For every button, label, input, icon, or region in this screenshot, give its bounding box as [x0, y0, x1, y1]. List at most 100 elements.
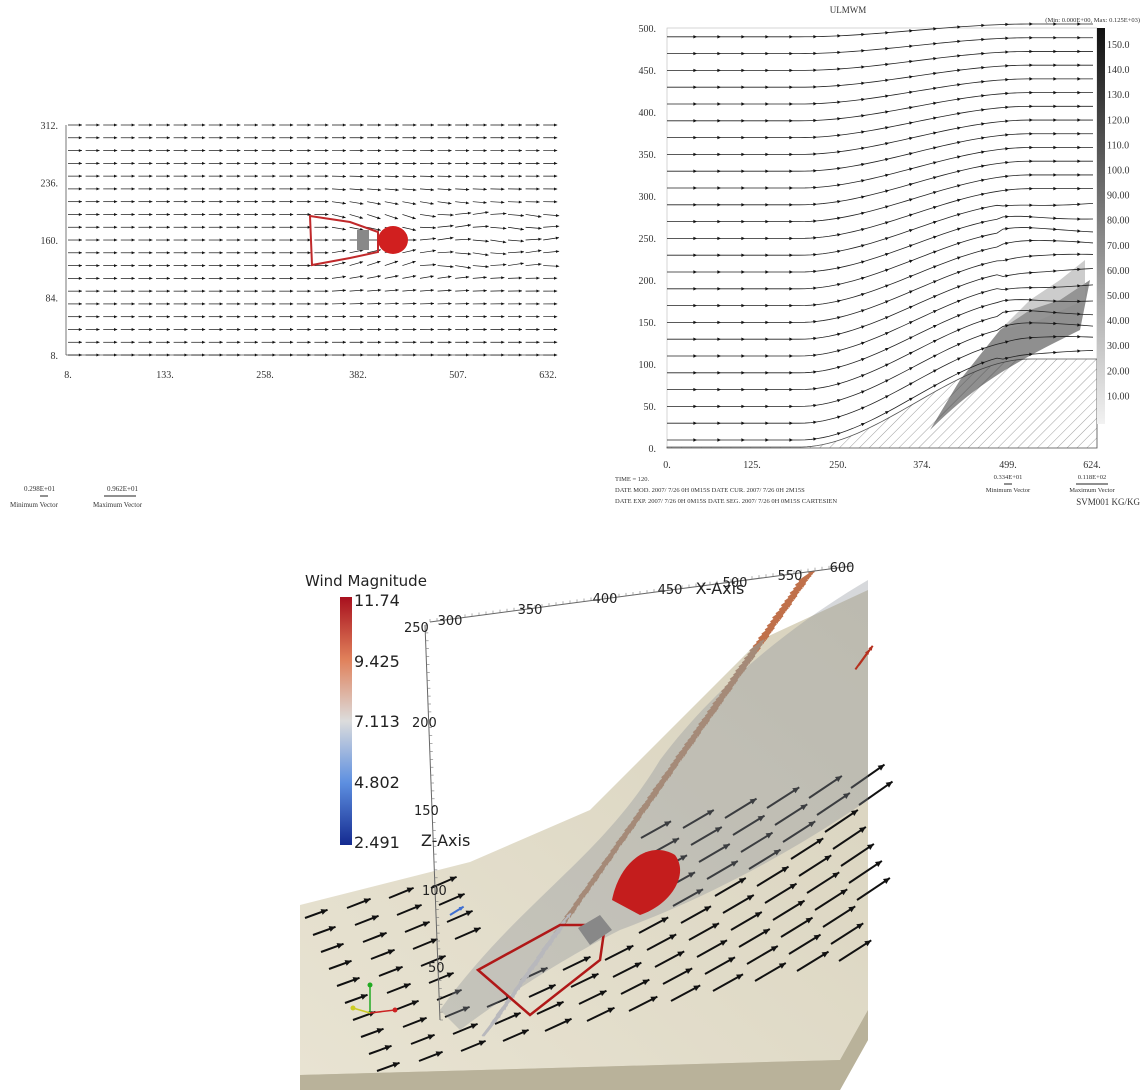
arrow-head — [272, 353, 276, 357]
arrow-head — [885, 781, 893, 788]
arrow-head — [131, 136, 135, 140]
arrow-head — [882, 877, 890, 884]
arrow-head — [184, 264, 188, 268]
arrow-head — [149, 187, 153, 191]
arrow-head — [272, 136, 276, 140]
arrow-head — [412, 260, 416, 264]
arrow-head — [717, 119, 721, 123]
arrow-head — [837, 166, 841, 171]
arrow-head — [219, 302, 223, 306]
arrow-head — [981, 37, 985, 42]
label: 2.491 — [354, 833, 400, 852]
arrow-head — [430, 275, 434, 279]
arrow-head — [184, 149, 188, 153]
arrow-head — [325, 123, 329, 127]
arrow-head — [485, 253, 489, 257]
arrow-head — [466, 174, 470, 178]
arrow-head — [219, 161, 223, 165]
arrow-head — [957, 357, 961, 361]
arrow-head — [693, 438, 697, 442]
arrow-head — [861, 292, 865, 297]
arrow-head — [237, 340, 241, 344]
arrow-head — [395, 340, 399, 344]
arrow-head — [789, 35, 793, 39]
arrow-head — [861, 195, 865, 199]
arrow-head — [957, 184, 961, 188]
arrow-head — [413, 123, 417, 127]
arrow-head — [184, 225, 188, 229]
arrow-head — [789, 287, 793, 291]
arrow-head — [450, 265, 454, 269]
arrow-head — [254, 315, 258, 319]
arrow-head — [536, 315, 540, 319]
arrow-head — [360, 275, 364, 279]
label: 80.00 — [1107, 216, 1130, 227]
arrow-head — [861, 179, 865, 183]
arrow-head — [325, 251, 329, 255]
arrow-head — [413, 188, 417, 192]
arrow-head — [837, 67, 841, 71]
arrow-head — [467, 266, 472, 269]
arrow-head — [717, 320, 721, 325]
arrow-head — [184, 212, 188, 216]
arrow-head — [837, 150, 841, 154]
arrow-head — [325, 225, 329, 229]
label: SVM001 KG/KG — [1076, 497, 1140, 507]
arrow-head — [342, 123, 346, 127]
arrow-head — [885, 62, 889, 67]
arrow-head — [933, 191, 937, 195]
arrow-head — [448, 288, 452, 292]
arrow-head — [957, 242, 961, 246]
arrow-head — [837, 183, 841, 187]
arrow-head — [861, 390, 865, 394]
arrow-head — [536, 187, 540, 191]
streamline — [667, 119, 1093, 155]
arrow-head — [765, 236, 769, 241]
arrow-head — [503, 252, 507, 256]
arrow-head — [634, 816, 640, 822]
arrow-head — [395, 202, 399, 206]
arrow-head — [422, 921, 430, 928]
arrow-head — [688, 872, 696, 878]
arrow-head — [981, 234, 985, 239]
arrow-head — [254, 302, 258, 306]
arrow-head — [501, 327, 505, 331]
shading — [930, 280, 1090, 430]
arrow-head — [149, 161, 153, 165]
arrow-head — [377, 216, 381, 220]
arrow-head — [957, 140, 961, 145]
arrow-head — [776, 615, 782, 621]
arrow-head — [909, 44, 913, 48]
colorbar — [1097, 28, 1105, 424]
arrow-head — [569, 909, 575, 915]
arrow-head — [885, 94, 889, 98]
arrow-head — [981, 206, 985, 211]
arrow-head — [483, 201, 487, 205]
arrow-head — [909, 167, 913, 171]
arrow-head — [395, 174, 399, 178]
arrow-head — [325, 238, 329, 242]
arrow-head — [448, 188, 452, 192]
arrow-head — [1029, 298, 1033, 302]
arrow-head — [360, 315, 364, 319]
arrow-head — [202, 315, 206, 319]
arrow-head — [202, 123, 206, 127]
arrow-head — [693, 203, 697, 207]
arrow-head — [184, 200, 188, 204]
arrow-head — [821, 951, 829, 958]
arrow-head — [395, 123, 399, 127]
arrow-head — [78, 212, 82, 216]
arrow-head — [861, 81, 865, 86]
arrow-head — [435, 1051, 443, 1057]
label: 100.0 — [1107, 166, 1130, 177]
arrow-head — [1077, 90, 1081, 95]
vector-arrow — [830, 922, 864, 945]
arrow-head — [765, 135, 769, 140]
arrow-head — [765, 287, 769, 291]
arrow-head — [395, 274, 399, 278]
arrow-head — [325, 264, 329, 268]
arrow-head — [741, 438, 745, 442]
arrow-head — [290, 289, 294, 293]
arrow-head — [1053, 285, 1057, 289]
arrow-head — [395, 353, 399, 357]
